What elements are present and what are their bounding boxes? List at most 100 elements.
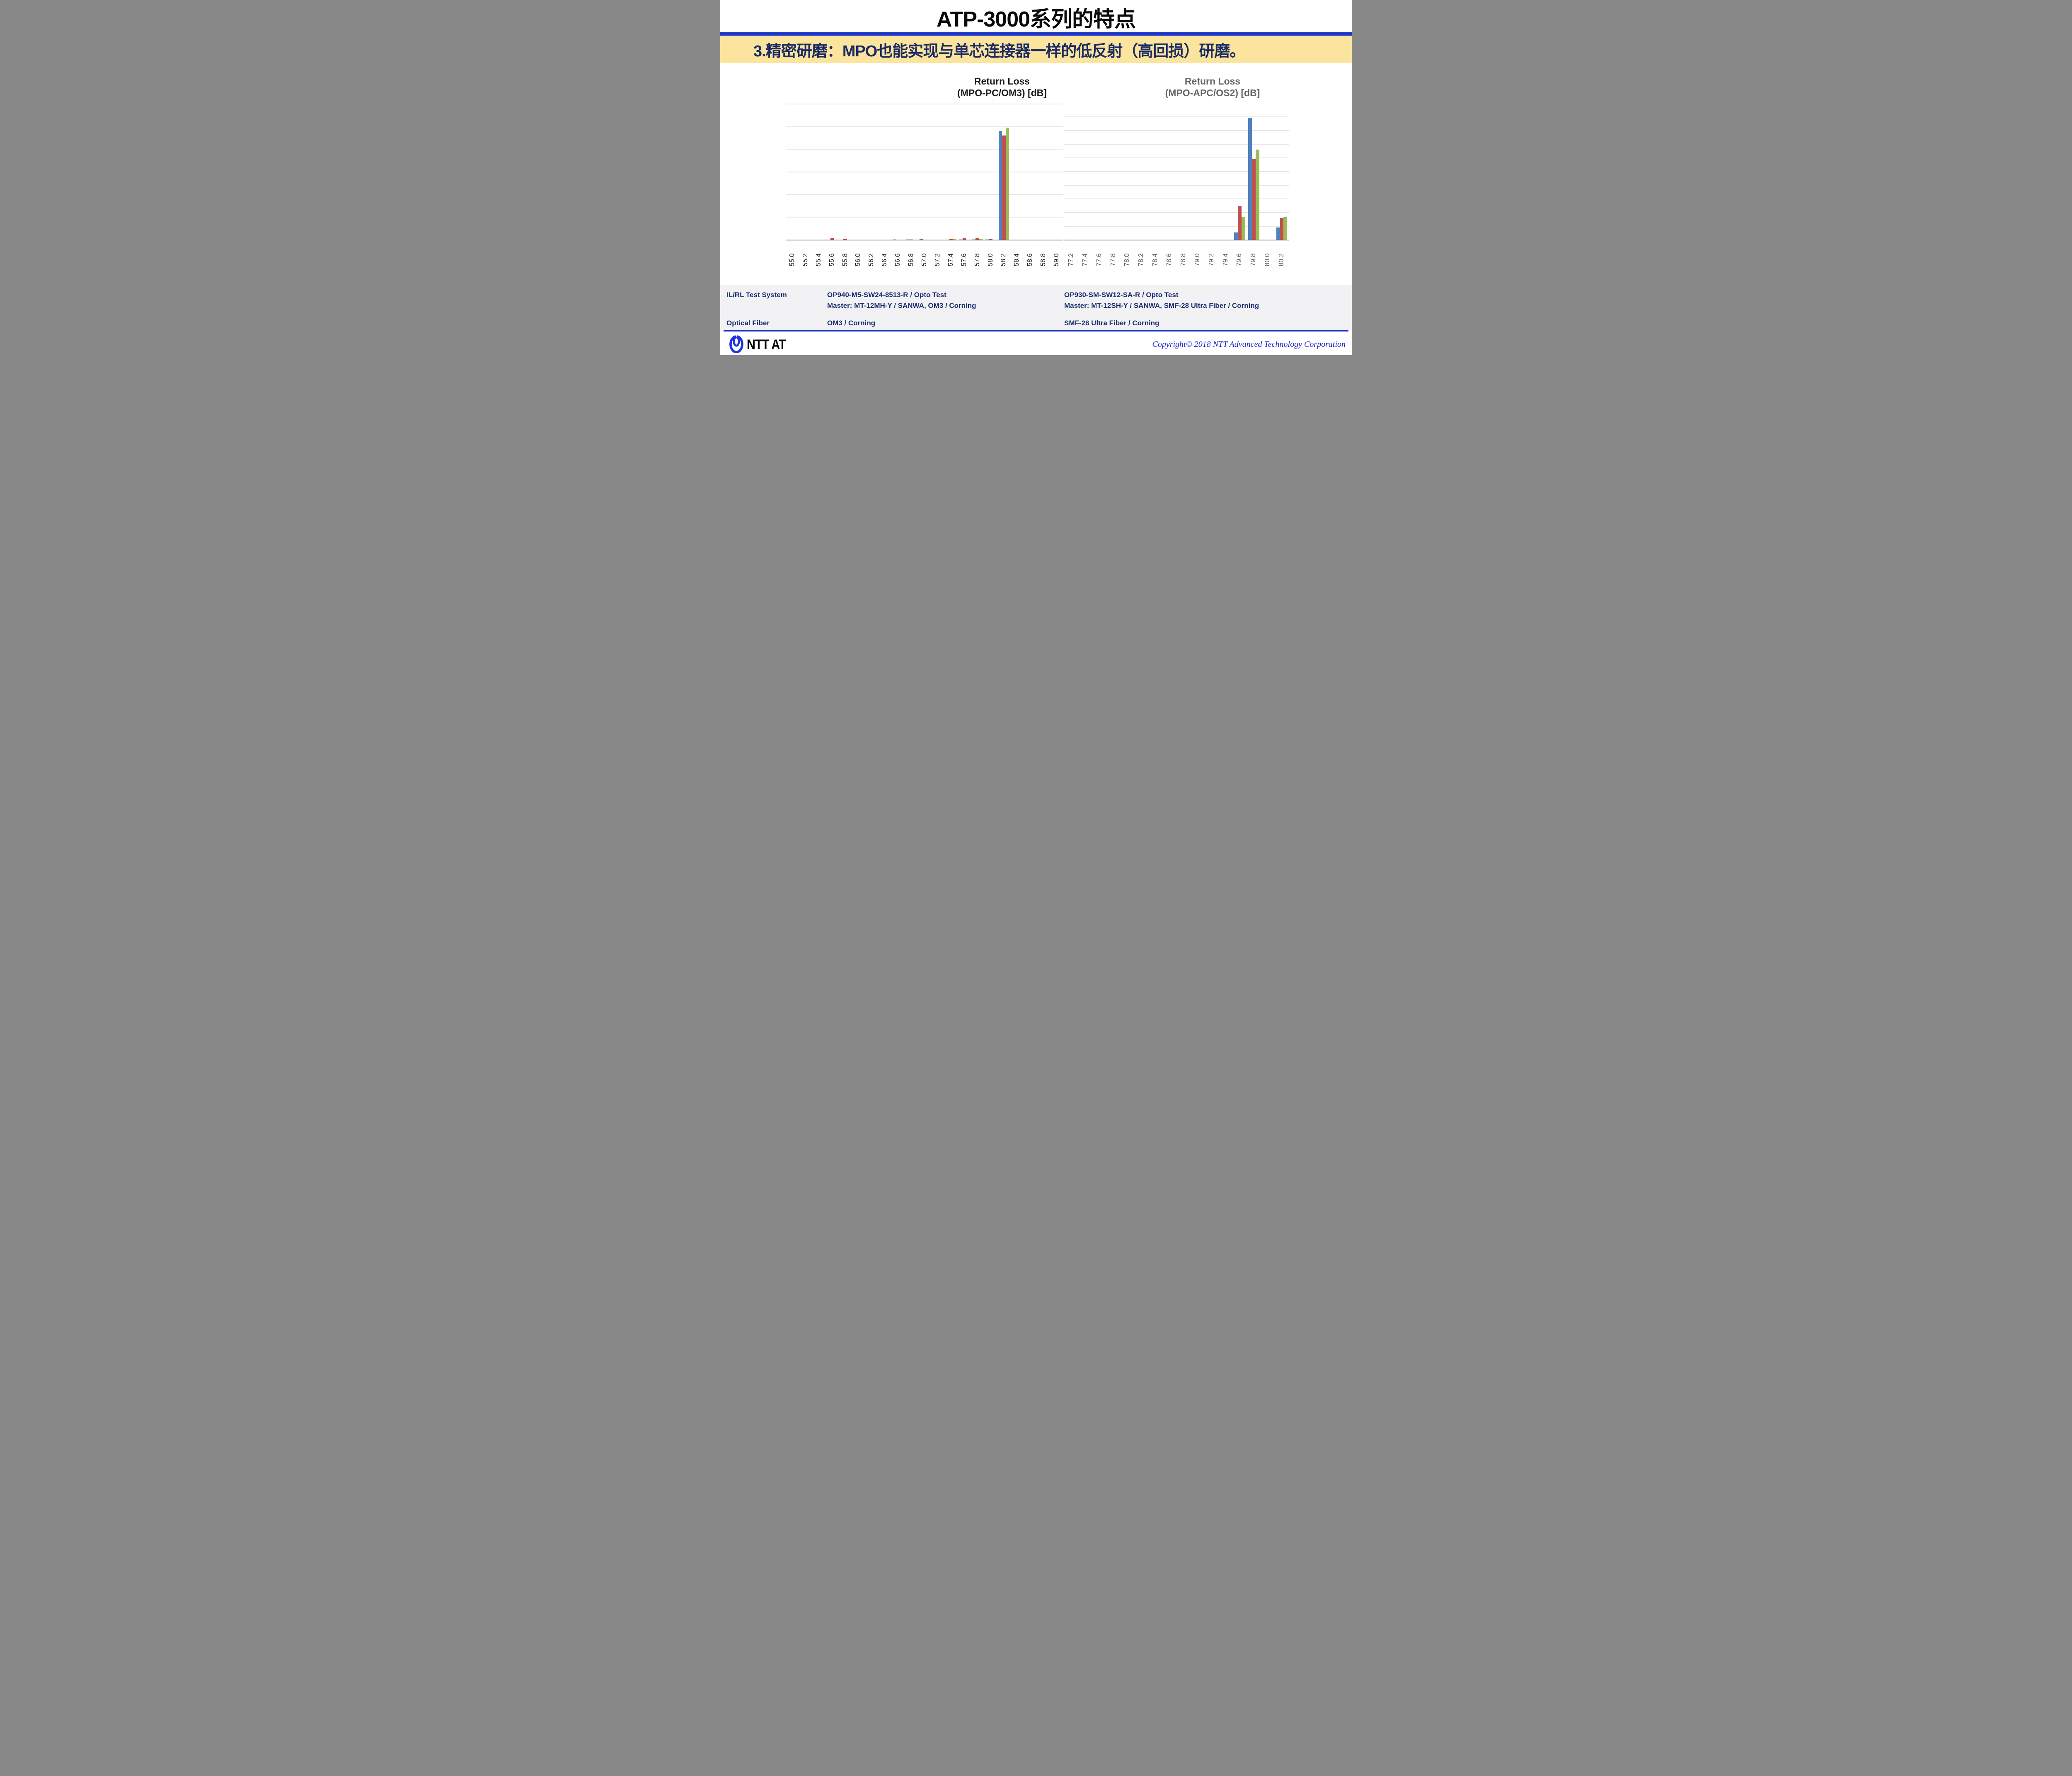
x-tick-label: 58.2 (1000, 253, 1007, 266)
x-tick-label: 78.8 (1179, 253, 1187, 266)
table-cell: SMF-28 Ultra Fiber / Corning (1064, 319, 1159, 327)
x-tick-label: 77.8 (1109, 253, 1117, 266)
x-tick-label: 80.0 (1264, 253, 1271, 266)
right-chart-x-axis-labels: 77.2 77.4 77.6 77.8 78.0 78.2 78.4 78.6 78.8 79.0… (1064, 242, 1289, 280)
x-tick-label: 79.8 (1250, 253, 1257, 266)
bar-green-58.2 (1005, 127, 1009, 240)
left-chart-x-axis-labels: 55.0 55.2 55.4 55.6 55.8 56.0 56.2 56.4 56.6 56.8… (786, 242, 1063, 280)
bar-blue-79.6 (1234, 232, 1238, 240)
bar-blue-79.8 (1248, 117, 1252, 240)
bar-red-57.4 (949, 239, 953, 240)
x-tick-label: 78.2 (1138, 253, 1145, 266)
bar-blue-57.0 (919, 238, 923, 240)
table-row-label: IL/RL Test System (726, 291, 787, 299)
x-tick-label: 78.0 (1123, 253, 1131, 266)
left-chart-title: Return Loss (MPO-PC/OM3) [dB] (911, 75, 1093, 99)
bar-blue-58.2 (998, 131, 1002, 240)
x-tick-label: 56.8 (908, 253, 915, 266)
gridline (1064, 171, 1289, 172)
x-tick-label: 79.4 (1222, 253, 1229, 266)
gridline (786, 126, 1063, 127)
x-tick-label: 58.0 (987, 253, 994, 266)
x-tick-label: 79.6 (1236, 253, 1243, 266)
x-tick-label: 58.4 (1013, 253, 1021, 266)
x-tick-label: 56.2 (868, 253, 875, 266)
subtitle-banner-text: 3.精密研磨：MPO也能实现与单芯连接器一样的低反射（高回损）研磨。 (753, 43, 1245, 60)
x-axis-line (1064, 240, 1289, 241)
ntt-at-logo-text: NTT AT (747, 337, 786, 353)
x-tick-label: 57.4 (947, 253, 954, 266)
gridline (786, 217, 1063, 218)
x-tick-label: 58.6 (1026, 253, 1034, 266)
left-chart-title-line2: (MPO-PC/OM3) [dB] (957, 87, 1047, 98)
page-title: ATP-3000系列的特点 (936, 7, 1136, 31)
gridline (786, 149, 1063, 150)
x-tick-label: 55.0 (788, 253, 796, 266)
x-tick-label: 55.4 (815, 253, 822, 266)
x-tick-label: 59.0 (1053, 253, 1060, 266)
bar-red-58.0 (989, 239, 992, 240)
table-cell: Master: MT-12SH-Y / SANWA, SMF-28 Ultra … (1064, 302, 1259, 310)
bar-green-57.8 (979, 239, 983, 240)
gridline (1064, 116, 1289, 117)
bar-green-57.4 (952, 239, 956, 240)
x-tick-label: 77.6 (1095, 253, 1103, 266)
ntt-at-logo: NTT AT (729, 335, 786, 355)
bar-green-79.8 (1255, 149, 1259, 240)
bar-green-79.6 (1241, 216, 1245, 240)
left-chart-plot-area (786, 104, 1063, 241)
x-tick-label: 77.2 (1067, 253, 1075, 266)
gridline (1064, 212, 1289, 213)
ntt-dynamic-loop-icon (729, 335, 744, 355)
x-tick-label: 57.2 (934, 253, 941, 266)
bar-red-57.8 (975, 238, 979, 240)
bar-red-57.6 (962, 237, 966, 240)
gridline (1064, 185, 1289, 186)
x-tick-label: 80.2 (1278, 253, 1285, 266)
bar-green-80.2 (1283, 217, 1288, 240)
right-chart-plot-area (1064, 116, 1289, 241)
x-tick-label: 56.0 (854, 253, 862, 266)
bar-red-79.8 (1251, 159, 1256, 240)
bar-blue-80.2 (1276, 227, 1280, 240)
gridline (786, 194, 1063, 195)
right-chart-title-line1: Return Loss (1184, 76, 1241, 87)
x-tick-label: 78.4 (1152, 253, 1159, 266)
slide: ATP-3000系列的特点 3.精密研磨：MPO也能实现与单芯连接器一样的低反射… (720, 0, 1352, 355)
table-cell: OM3 / Corning (827, 319, 876, 327)
x-axis-line (786, 240, 1063, 241)
x-tick-label: 78.6 (1166, 253, 1173, 266)
gridline (1064, 130, 1289, 131)
x-tick-label: 55.8 (841, 253, 849, 266)
gridline (1064, 157, 1289, 158)
x-tick-label: 57.8 (973, 253, 981, 266)
table-row-label: Optical Fiber (726, 319, 770, 327)
subtitle-banner: 3.精密研磨：MPO也能实现与单芯连接器一样的低反射（高回损）研磨。 (720, 36, 1352, 63)
x-tick-label: 56.4 (881, 253, 888, 266)
gridline (1064, 144, 1289, 145)
x-tick-label: 79.0 (1193, 253, 1201, 266)
x-tick-label: 55.6 (828, 253, 835, 266)
left-chart-title-line1: Return Loss (974, 76, 1030, 87)
x-tick-label: 77.4 (1081, 253, 1089, 266)
bar-red-58.2 (1002, 135, 1006, 240)
table-cell: OP930-SM-SW12-SA-R / Opto Test (1064, 291, 1179, 299)
x-tick-label: 58.8 (1040, 253, 1047, 266)
x-tick-label: 57.6 (960, 253, 968, 266)
title-underline-bar (720, 32, 1352, 36)
footer-divider-line (724, 330, 1348, 331)
table-cell: OP940-M5-SW24-8513-R / Opto Test (827, 291, 946, 299)
bar-red-55.6 (830, 238, 834, 240)
right-chart-title: Return Loss (MPO-APC/OS2) [dB] (1121, 75, 1304, 99)
x-tick-label: 56.6 (894, 253, 902, 266)
bar-red-55.8 (843, 239, 847, 240)
copyright-text: Copyright© 2018 NTT Advanced Technology … (1152, 340, 1346, 349)
x-tick-label: 55.2 (801, 253, 809, 266)
right-chart-title-line2: (MPO-APC/OS2) [dB] (1165, 87, 1260, 98)
table-cell: Master: MT-12MH-Y / SANWA, OM3 / Corning (827, 302, 976, 310)
bar-red-79.6 (1238, 206, 1242, 240)
test-setup-table: IL/RL Test System OP940-M5-SW24-8513-R /… (720, 285, 1352, 330)
x-tick-label: 57.0 (921, 253, 928, 266)
gridline (1064, 226, 1289, 227)
x-tick-label: 79.2 (1208, 253, 1215, 266)
